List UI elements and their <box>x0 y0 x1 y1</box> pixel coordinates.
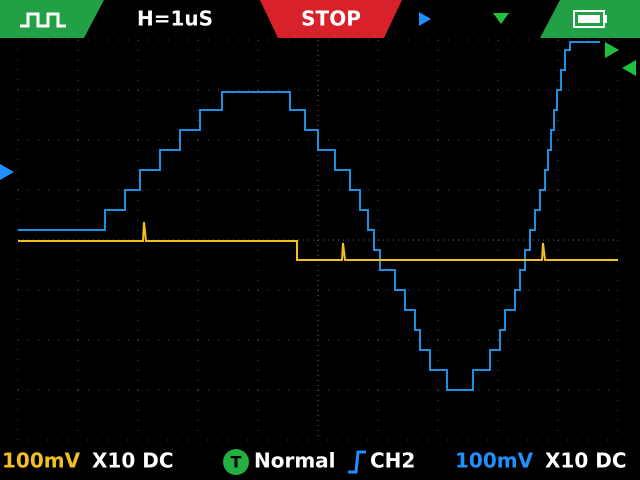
ch2-scale[interactable]: 100mV <box>455 449 534 473</box>
ch1-waveform <box>18 221 618 261</box>
trigger-badge: T <box>231 453 242 472</box>
mode-tab[interactable] <box>0 0 104 38</box>
trigger-mode[interactable]: Normal <box>254 449 336 473</box>
ch2-probe[interactable]: X10 DC <box>545 449 627 473</box>
timebase: H=1uS <box>137 7 213 31</box>
ch1-probe[interactable]: X10 DC <box>92 449 174 473</box>
top-bar: H=1uS STOP <box>0 0 640 38</box>
trigger-level-marker <box>622 60 636 76</box>
trigger-badge-circle <box>223 449 249 475</box>
battery-tip <box>604 15 607 23</box>
ch1-scale[interactable]: 100mV <box>2 449 81 473</box>
trigger-source[interactable]: CH2 <box>370 449 415 473</box>
battery-level <box>578 15 600 23</box>
ch2-offset-marker <box>0 164 14 180</box>
trigger-marker <box>605 42 619 58</box>
run-status: STOP <box>301 7 361 31</box>
trigger-level-icon <box>493 13 509 24</box>
trigger-edge-icon <box>348 450 366 474</box>
ch2-waveform <box>18 41 600 391</box>
bottom-bar: 100mV X10 DC T Normal CH2 100mV X10 DC <box>2 449 627 475</box>
trigger-position-icon <box>419 12 431 26</box>
square-wave-icon <box>20 12 66 28</box>
run-stop-tab[interactable] <box>260 0 402 38</box>
